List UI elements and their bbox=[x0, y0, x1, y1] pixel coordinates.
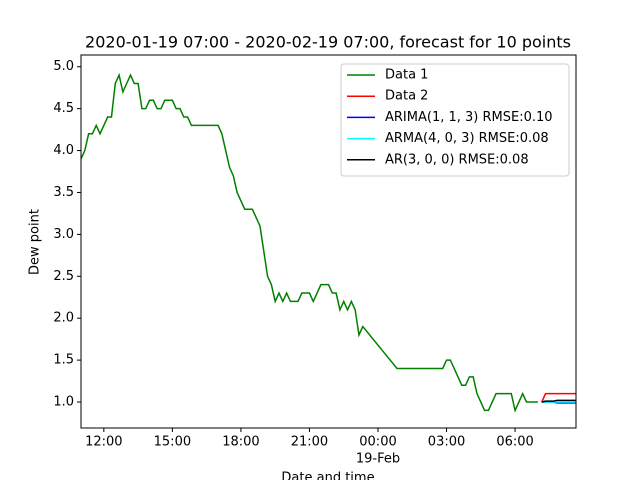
y-tick-label: 2.5 bbox=[53, 269, 74, 284]
x-tick-date-label: 19-Feb bbox=[356, 452, 400, 467]
y-tick-label: 1.5 bbox=[53, 353, 74, 368]
x-tick-label: 15:00 bbox=[154, 435, 191, 450]
x-tick-label: 06:00 bbox=[496, 435, 533, 450]
legend-label: Data 2 bbox=[385, 89, 428, 104]
x-tick-label: 03:00 bbox=[428, 435, 465, 450]
x-tick-label: 12:00 bbox=[85, 435, 122, 450]
legend-label: ARMA(4, 0, 3) RMSE:0.08 bbox=[385, 131, 549, 146]
y-tick-label: 4.5 bbox=[53, 101, 74, 116]
y-axis-label: Dew point bbox=[28, 209, 43, 275]
x-tick-label: 18:00 bbox=[222, 435, 259, 450]
legend-label: Data 1 bbox=[385, 68, 428, 83]
x-tick-label: 00:00 bbox=[359, 435, 396, 450]
y-tick-label: 3.5 bbox=[53, 185, 74, 200]
x-tick-label: 21:00 bbox=[291, 435, 328, 450]
y-tick-label: 1.0 bbox=[53, 395, 74, 410]
y-tick-label: 4.0 bbox=[53, 143, 74, 158]
y-tick-label: 2.0 bbox=[53, 311, 74, 326]
legend-label: ARIMA(1, 1, 3) RMSE:0.10 bbox=[385, 110, 553, 125]
legend-box bbox=[340, 63, 570, 177]
legend-label: AR(3, 0, 0) RMSE:0.08 bbox=[385, 152, 529, 167]
data-line bbox=[541, 392, 576, 403]
x-axis-label: Date and time bbox=[281, 471, 374, 480]
y-tick-label: 3.0 bbox=[53, 227, 74, 242]
chart-title: 2020-01-19 07:00 - 2020-02-19 07:00, for… bbox=[85, 33, 571, 52]
data-line bbox=[541, 399, 576, 403]
data-line bbox=[81, 72, 538, 413]
y-tick-label: 5.0 bbox=[53, 59, 74, 74]
plot-frame bbox=[80, 54, 577, 429]
